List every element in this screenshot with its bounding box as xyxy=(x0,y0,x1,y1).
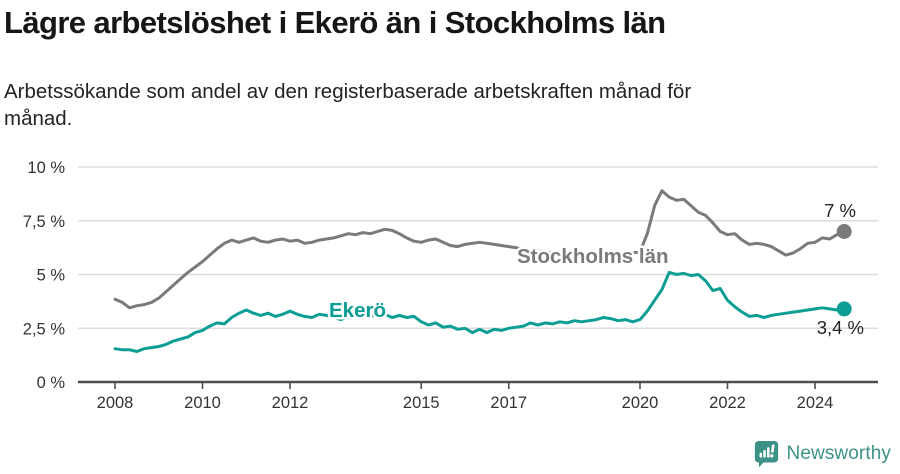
y-tick-label: 0 % xyxy=(37,374,66,392)
series-label-Stockholms län: Stockholms län xyxy=(517,245,669,268)
y-tick-label: 7,5 % xyxy=(23,213,66,231)
newsworthy-logo-icon xyxy=(754,440,779,468)
x-tick-label: 2015 xyxy=(403,394,440,412)
series-end-value-label: 7 % xyxy=(824,200,856,221)
y-tick-label: 10 % xyxy=(27,159,65,177)
series-end-value-label: 3,4 % xyxy=(817,317,864,338)
chart-subtitle-line-2: månad. xyxy=(4,107,73,130)
x-tick-label: 2022 xyxy=(709,394,746,412)
chart-subtitle-line-1: Arbetssökande som andel av den registerb… xyxy=(4,80,692,103)
x-tick-label: 2008 xyxy=(97,394,134,412)
x-tick-label: 2010 xyxy=(184,394,221,412)
chart-title: Lägre arbetslöshet i Ekerö än i Stockhol… xyxy=(4,5,666,40)
x-tick-label: 2012 xyxy=(272,394,309,412)
footer-branding: Newsworthy xyxy=(754,440,891,468)
x-tick-label: 2017 xyxy=(490,394,527,412)
series-label-Ekerö: Ekerö xyxy=(329,299,386,322)
series-line-Stockholms län xyxy=(113,189,846,310)
newsworthy-brand-text: Newsworthy xyxy=(786,443,891,464)
series-line-Ekerö xyxy=(113,270,846,353)
series-end-dot xyxy=(836,301,852,317)
y-tick-label: 5 % xyxy=(37,267,66,285)
x-tick-label: 2024 xyxy=(797,394,834,412)
header: Lägre arbetslöshet i Ekerö än i Stockhol… xyxy=(4,4,890,130)
series-end-dot xyxy=(836,224,852,239)
y-tick-label: 2,5 % xyxy=(23,320,66,338)
x-tick-label: 2020 xyxy=(622,394,659,412)
chart-subtitle: Arbetssökande som andel av den registerb… xyxy=(4,78,884,132)
